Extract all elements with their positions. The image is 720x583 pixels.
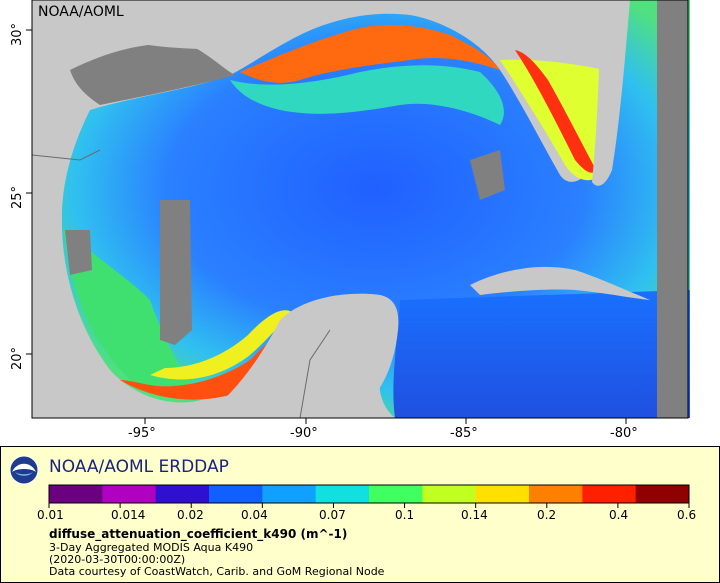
variable-name: diffuse_attenuation_coefficient_k490 (m^… (49, 527, 348, 541)
y-tick-label: 30° (10, 22, 25, 46)
legend-title: NOAA/AOML ERDDAP (49, 457, 229, 477)
watermark-label: NOAA/AOML (38, 4, 124, 20)
colorbar-tick-label: 0.1 (395, 508, 415, 522)
data-credit: Data courtesy of CoastWatch, Carib. and … (49, 565, 385, 578)
land-yucatan (200, 293, 399, 418)
colorbar-swatch (49, 485, 103, 503)
colorbar-tick-label: 0.4 (609, 508, 629, 522)
nodata-patch-east (470, 150, 505, 200)
colorbar-swatch (155, 485, 210, 503)
colorbar-swatch (475, 485, 530, 503)
land-florida (592, 0, 630, 186)
coastal-green-west (64, 230, 200, 397)
y-tick-label: 25° (10, 185, 25, 209)
colorbar-swatch (102, 485, 157, 503)
time-stamp: (2020-03-30T00:00:00Z) (49, 553, 186, 566)
map-image (26, 0, 690, 424)
colorbar-swatch (315, 485, 370, 503)
colorbar-tick-label: 0.14 (461, 508, 488, 522)
nodata-swath-nw (70, 43, 235, 105)
map-frame: NOAA/AOML -95° -90° -85° -80° 30° 25° 20… (10, 0, 690, 441)
colorbar-tick-label: 0.014 (111, 508, 146, 522)
coastal-yellow-campeche (150, 310, 292, 380)
colorbar-tick-label: 0.6 (677, 508, 697, 522)
noaa-logo-icon (9, 455, 39, 485)
nodata-swath-west (65, 230, 92, 275)
legend-panel: NOAA/AOML ERDDAP 0.01 0.014 0.02 0.04 0.… (0, 446, 720, 583)
nodata-swath-central (160, 200, 192, 345)
land-mexico-west (32, 0, 100, 418)
coastal-red-florida (515, 50, 596, 173)
x-tick-label: -80° (610, 426, 638, 441)
land-us-north (70, 0, 630, 50)
nodata-strip-right (657, 0, 688, 418)
colorbar-swatch (369, 485, 423, 503)
colorbar-swatch (529, 485, 583, 503)
colorbar-swatch (635, 485, 690, 503)
x-tick-label: -90° (290, 426, 318, 441)
land-cuba (470, 266, 650, 300)
x-tick-label: -85° (450, 426, 478, 441)
x-tick-marks (144, 418, 627, 424)
coastal-green-north (230, 65, 504, 125)
colorbar (48, 484, 690, 508)
y-tick-marks (26, 29, 32, 355)
caribbean-water (393, 290, 690, 418)
border-line (31, 149, 101, 161)
colorbar-tick-label: 0.04 (241, 508, 268, 522)
border-line (299, 329, 331, 419)
colorbar-tick-label: 0.07 (319, 508, 346, 522)
colorbar-tick-label: 0.02 (177, 508, 204, 522)
x-tick-label: -95° (128, 426, 156, 441)
plot-border (31, 0, 689, 419)
colorbar-swatch (582, 485, 637, 503)
colorbar-tick-label: 0.2 (537, 508, 557, 522)
y-tick-label: 20° (10, 346, 25, 370)
colorbar-swatch (209, 485, 263, 503)
colorbar-frame (48, 484, 690, 504)
coastal-turbid-north (240, 24, 500, 83)
colorbar-swatch (422, 485, 477, 503)
colorbar-swatch (262, 485, 317, 503)
colorbar-tick-label: 0.01 (37, 508, 64, 522)
dataset-name: 3-Day Aggregated MODIS Aqua K490 (49, 541, 254, 554)
